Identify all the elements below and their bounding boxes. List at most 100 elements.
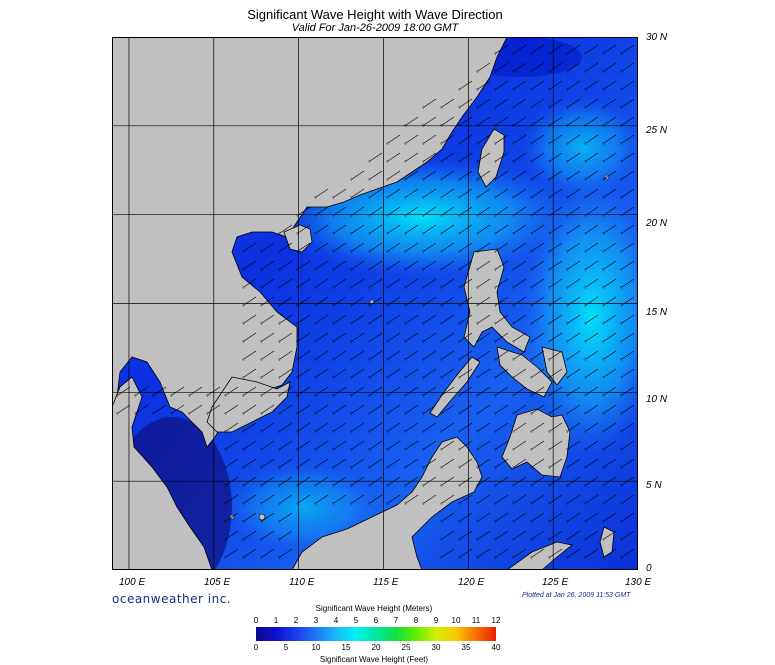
wave-arrow: [532, 350, 545, 359]
wave-arrow: [460, 152, 473, 161]
wave-arrow: [352, 332, 365, 341]
wave-arrow: [478, 332, 491, 341]
wave-arrow: [586, 80, 599, 89]
wave-arrow: [370, 332, 383, 341]
wave-arrow: [352, 422, 365, 431]
wave-arrow: [496, 134, 509, 143]
wave-arrow: [550, 80, 563, 89]
wave-arrow: [604, 188, 617, 197]
wave-arrow: [316, 188, 329, 197]
wave-arrow: [586, 368, 599, 377]
wave-arrow: [478, 458, 491, 467]
wave-arrow: [316, 458, 329, 467]
wave-arrow: [550, 152, 563, 161]
wave-arrow: [406, 278, 419, 287]
lat-label-20n: 20 N: [646, 218, 668, 229]
wave-arrow: [334, 206, 347, 215]
wave-arrow: [370, 314, 383, 323]
wave-arrow: [514, 62, 527, 71]
wave-arrow: [604, 458, 617, 467]
wave-arrow: [496, 98, 509, 107]
colorbar-meters-tick: 4: [333, 616, 339, 625]
wave-arrow: [406, 116, 419, 125]
wave-arrow: [568, 152, 581, 161]
wave-arrow: [388, 440, 401, 449]
wave-arrow: [334, 404, 347, 413]
wave-arrow: [370, 242, 383, 251]
wave-arrow: [280, 422, 293, 431]
wave-arrow: [316, 386, 329, 395]
wave-arrow: [532, 188, 545, 197]
wave-arrow: [568, 440, 581, 449]
wave-arrow: [280, 350, 293, 359]
wave-arrow: [316, 494, 329, 503]
wave-arrow: [352, 278, 365, 287]
wave-arrow: [244, 404, 257, 413]
wave-arrow: [514, 404, 527, 413]
wave-arrow: [550, 314, 563, 323]
wave-arrow: [424, 494, 437, 503]
wave-arrow: [532, 512, 545, 521]
wave-arrow: [442, 98, 455, 107]
wave-arrow: [622, 116, 635, 125]
wave-arrow: [586, 494, 599, 503]
indochina-south: [206, 376, 291, 433]
wave-arrow: [496, 422, 509, 431]
wave-arrow: [460, 494, 473, 503]
wave-arrow: [370, 152, 383, 161]
wave-arrow: [550, 260, 563, 269]
colorbar-feet-tick: 40: [491, 643, 501, 652]
wave-arrow: [280, 530, 293, 539]
wave-arrow: [406, 422, 419, 431]
wave-arrow: [316, 242, 329, 251]
colorbar-meters-tick: 3: [313, 616, 319, 625]
wave-arrow: [568, 530, 581, 539]
high-wave-region: [522, 97, 638, 197]
wave-arrow: [478, 260, 491, 269]
wave-arrow: [298, 368, 311, 377]
wave-arrow: [460, 314, 473, 323]
wave-arrow: [460, 422, 473, 431]
wave-arrow: [352, 260, 365, 269]
wave-arrow: [622, 170, 635, 179]
wave-arrow: [478, 98, 491, 107]
lon-label-120e: 120 E: [458, 577, 485, 588]
wave-arrow: [460, 98, 473, 107]
wave-arrow: [568, 80, 581, 89]
wave-arrow: [226, 422, 239, 431]
wave-arrow: [424, 440, 437, 449]
wave-arrow: [460, 530, 473, 539]
wave-arrow: [550, 44, 563, 53]
wave-arrow: [532, 494, 545, 503]
colorbar-feet-title: Significant Wave Height (Feet): [319, 655, 429, 664]
wave-arrow: [478, 530, 491, 539]
wave-arrow: [406, 170, 419, 179]
wave-arrow: [568, 260, 581, 269]
wave-arrow: [604, 386, 617, 395]
wave-arrow: [586, 260, 599, 269]
wave-arrow: [532, 332, 545, 341]
wave-arrow: [334, 494, 347, 503]
wave-arrow: [370, 368, 383, 377]
wave-arrow: [370, 278, 383, 287]
wave-arrow: [118, 386, 131, 395]
wave-arrow: [514, 170, 527, 179]
wave-arrow: [154, 386, 167, 395]
wave-arrow: [262, 422, 275, 431]
wave-arrow: [118, 404, 131, 413]
wave-arrow: [424, 386, 437, 395]
wave-arrow: [460, 404, 473, 413]
wave-arrow: [532, 134, 545, 143]
lat-label-10n: 10 N: [646, 394, 668, 405]
wave-arrow: [586, 512, 599, 521]
wave-arrow: [424, 152, 437, 161]
wave-arrow: [442, 530, 455, 539]
wave-arrow: [352, 350, 365, 359]
wave-arrow: [262, 404, 275, 413]
wave-arrow: [370, 494, 383, 503]
wave-arrow: [262, 350, 275, 359]
wave-arrow: [280, 314, 293, 323]
wave-arrow: [586, 278, 599, 287]
wave-height-colorbar: [256, 627, 496, 641]
wave-arrow: [514, 206, 527, 215]
